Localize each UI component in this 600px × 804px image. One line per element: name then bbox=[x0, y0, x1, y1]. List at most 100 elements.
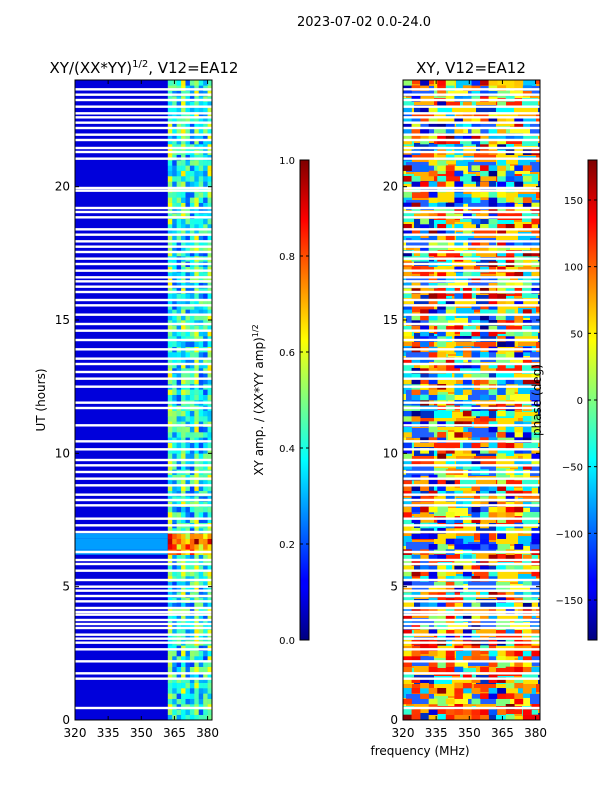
phase-cell bbox=[411, 458, 421, 465]
phase-cell bbox=[454, 202, 464, 209]
phase-cell bbox=[428, 240, 438, 246]
amplitude-cell bbox=[172, 245, 177, 251]
amplitude-cell bbox=[207, 394, 213, 401]
amplitude-cell bbox=[198, 554, 204, 561]
phase-cell bbox=[471, 485, 481, 491]
phase-cell bbox=[437, 160, 447, 166]
amplitude-cell bbox=[194, 389, 200, 395]
amplitude-cell bbox=[198, 453, 204, 459]
amplitude-cell bbox=[176, 544, 182, 550]
phase-cell bbox=[480, 613, 489, 619]
phase-cell bbox=[497, 138, 507, 145]
phase-cell bbox=[488, 570, 498, 577]
amplitude-cell bbox=[203, 272, 208, 278]
amplitude-cell bbox=[203, 170, 208, 177]
amplitude-cell bbox=[203, 80, 208, 86]
amplitude-cell bbox=[172, 677, 177, 683]
phase-cell bbox=[445, 618, 455, 625]
amplitude-cell bbox=[176, 661, 182, 667]
amplitude-cell bbox=[203, 442, 208, 449]
amplitude-y-axis-label: UT (hours) bbox=[34, 368, 48, 431]
amplitude-cell bbox=[189, 613, 195, 619]
amplitude-cell bbox=[207, 176, 213, 182]
amplitude-cell bbox=[189, 133, 195, 139]
amplitude-cell bbox=[194, 656, 200, 662]
phase-cell bbox=[462, 250, 472, 257]
amplitude-cell bbox=[203, 672, 208, 678]
flagged-row bbox=[403, 233, 540, 236]
flagged-row bbox=[75, 594, 212, 598]
frequency-axis-label: frequency (MHz) bbox=[370, 744, 469, 758]
phase-cell bbox=[462, 389, 472, 395]
phase-cell bbox=[411, 202, 421, 209]
phase-cell bbox=[531, 448, 541, 454]
amplitude-cell bbox=[185, 656, 191, 662]
flagged-row bbox=[403, 618, 540, 622]
phase-cell bbox=[420, 165, 429, 171]
phase-cell bbox=[454, 240, 464, 246]
flagged-row bbox=[75, 524, 212, 527]
amplitude-cell bbox=[167, 581, 173, 587]
amplitude-cell bbox=[172, 442, 177, 449]
phase-cell bbox=[471, 448, 481, 454]
phase-cell bbox=[462, 464, 472, 470]
phase-cell bbox=[462, 448, 472, 454]
flagged-row bbox=[75, 362, 212, 366]
phase-cell bbox=[497, 202, 507, 209]
phase-cell bbox=[480, 314, 489, 321]
amplitude-cell bbox=[167, 170, 173, 177]
amplitude-cell bbox=[203, 330, 208, 337]
amplitude-cell bbox=[189, 309, 195, 315]
phase-cell bbox=[403, 224, 412, 230]
amplitude-cell bbox=[198, 565, 204, 571]
amplitude-cell bbox=[176, 677, 182, 683]
flagged-row bbox=[403, 641, 540, 644]
amplitude-cell bbox=[194, 538, 200, 545]
phase-cell bbox=[505, 202, 515, 209]
amplitude-cell bbox=[207, 565, 213, 571]
amplitude-cell bbox=[167, 512, 173, 518]
amplitude-cell bbox=[203, 666, 208, 673]
phase-cell bbox=[531, 565, 541, 571]
amplitude-cell bbox=[194, 709, 200, 715]
flagged-row bbox=[403, 622, 540, 626]
phase-cell bbox=[488, 448, 498, 454]
phase-cell bbox=[454, 362, 464, 369]
amplitude-cell bbox=[181, 570, 186, 577]
phase-cell bbox=[505, 512, 515, 518]
amplitude-cell bbox=[189, 224, 195, 230]
amplitude-cell bbox=[194, 197, 200, 203]
phase-cell bbox=[420, 362, 429, 369]
flagged-row bbox=[403, 660, 540, 663]
amplitude-cell bbox=[167, 229, 173, 235]
phase-cell bbox=[420, 341, 429, 347]
amplitude-cell bbox=[207, 677, 213, 683]
amplitude-cell bbox=[203, 618, 208, 625]
amplitude-cell bbox=[185, 714, 191, 721]
colorbar-tick-label: 50 bbox=[570, 329, 583, 340]
phase-cell bbox=[471, 458, 481, 465]
amplitude-cell bbox=[172, 602, 177, 609]
amplitude-cell bbox=[185, 565, 191, 571]
amplitude-cell bbox=[172, 298, 177, 305]
amplitude-cell bbox=[181, 480, 186, 486]
amplitude-cell bbox=[176, 106, 182, 113]
amplitude-cell bbox=[189, 661, 195, 667]
phase-cell bbox=[428, 533, 438, 539]
amplitude-cell bbox=[194, 112, 200, 118]
amplitude-cell bbox=[198, 224, 204, 230]
phase-cell bbox=[428, 202, 438, 209]
amplitude-cell bbox=[181, 698, 186, 705]
phase-cell bbox=[437, 250, 447, 257]
amplitude-cell bbox=[194, 117, 200, 123]
phase-cell bbox=[514, 272, 524, 278]
amplitude-cell bbox=[185, 538, 191, 545]
phase-cell bbox=[428, 554, 438, 561]
phase-cell bbox=[522, 464, 532, 470]
phase-cell bbox=[480, 192, 489, 198]
phase-cell bbox=[488, 693, 498, 699]
phase-cell bbox=[428, 480, 438, 486]
amplitude-cell bbox=[167, 453, 173, 459]
phase-cell bbox=[514, 698, 524, 705]
